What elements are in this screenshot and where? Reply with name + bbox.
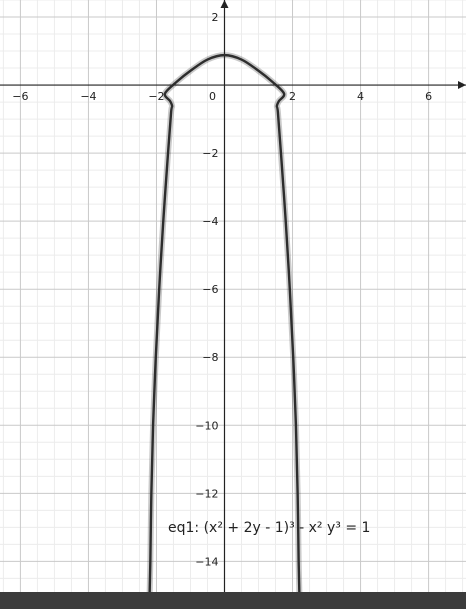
equation-curve[interactable] — [148, 53, 301, 592]
equation-label: eq1: (x² + 2y - 1)³ - x² y³ = 1 — [168, 520, 370, 536]
major-grid — [0, 0, 466, 592]
y-tick-label: −10 — [195, 419, 218, 432]
y-tick-label: −2 — [202, 147, 218, 160]
y-tick-label: 2 — [211, 11, 218, 24]
y-axis-arrow — [220, 0, 229, 8]
axes — [0, 0, 466, 592]
x-tick-label: −2 — [148, 90, 164, 103]
y-tick-label: −12 — [195, 487, 218, 500]
y-tick-label: −4 — [202, 215, 218, 228]
equation-plot[interactable]: −6 −4 −2 0 2 4 6 2 −2 −4 −6 −8 −10 −12 −14 eq1: (x² + … — [0, 0, 466, 592]
minor-grid — [0, 0, 466, 592]
bottom-bar — [0, 592, 466, 609]
tick-labels: −6 −4 −2 0 2 4 6 2 −2 −4 −6 −8 −10 −12 −14 — [12, 11, 432, 568]
x-tick-label: 6 — [425, 90, 432, 103]
graph-canvas[interactable]: −6 −4 −2 0 2 4 6 2 −2 −4 −6 −8 −10 −12 −14 eq1: (x² + … — [0, 0, 466, 592]
x-tick-label: −6 — [12, 90, 28, 103]
y-tick-label: −14 — [195, 555, 218, 568]
y-tick-label: −8 — [202, 351, 218, 364]
curves — [146, 52, 303, 592]
y-tick-label: −6 — [202, 283, 218, 296]
x-tick-label: 4 — [357, 90, 364, 103]
origin-label: 0 — [209, 90, 216, 103]
x-axis-arrow — [458, 81, 466, 90]
x-tick-label: 2 — [289, 90, 296, 103]
x-tick-label: −4 — [80, 90, 96, 103]
